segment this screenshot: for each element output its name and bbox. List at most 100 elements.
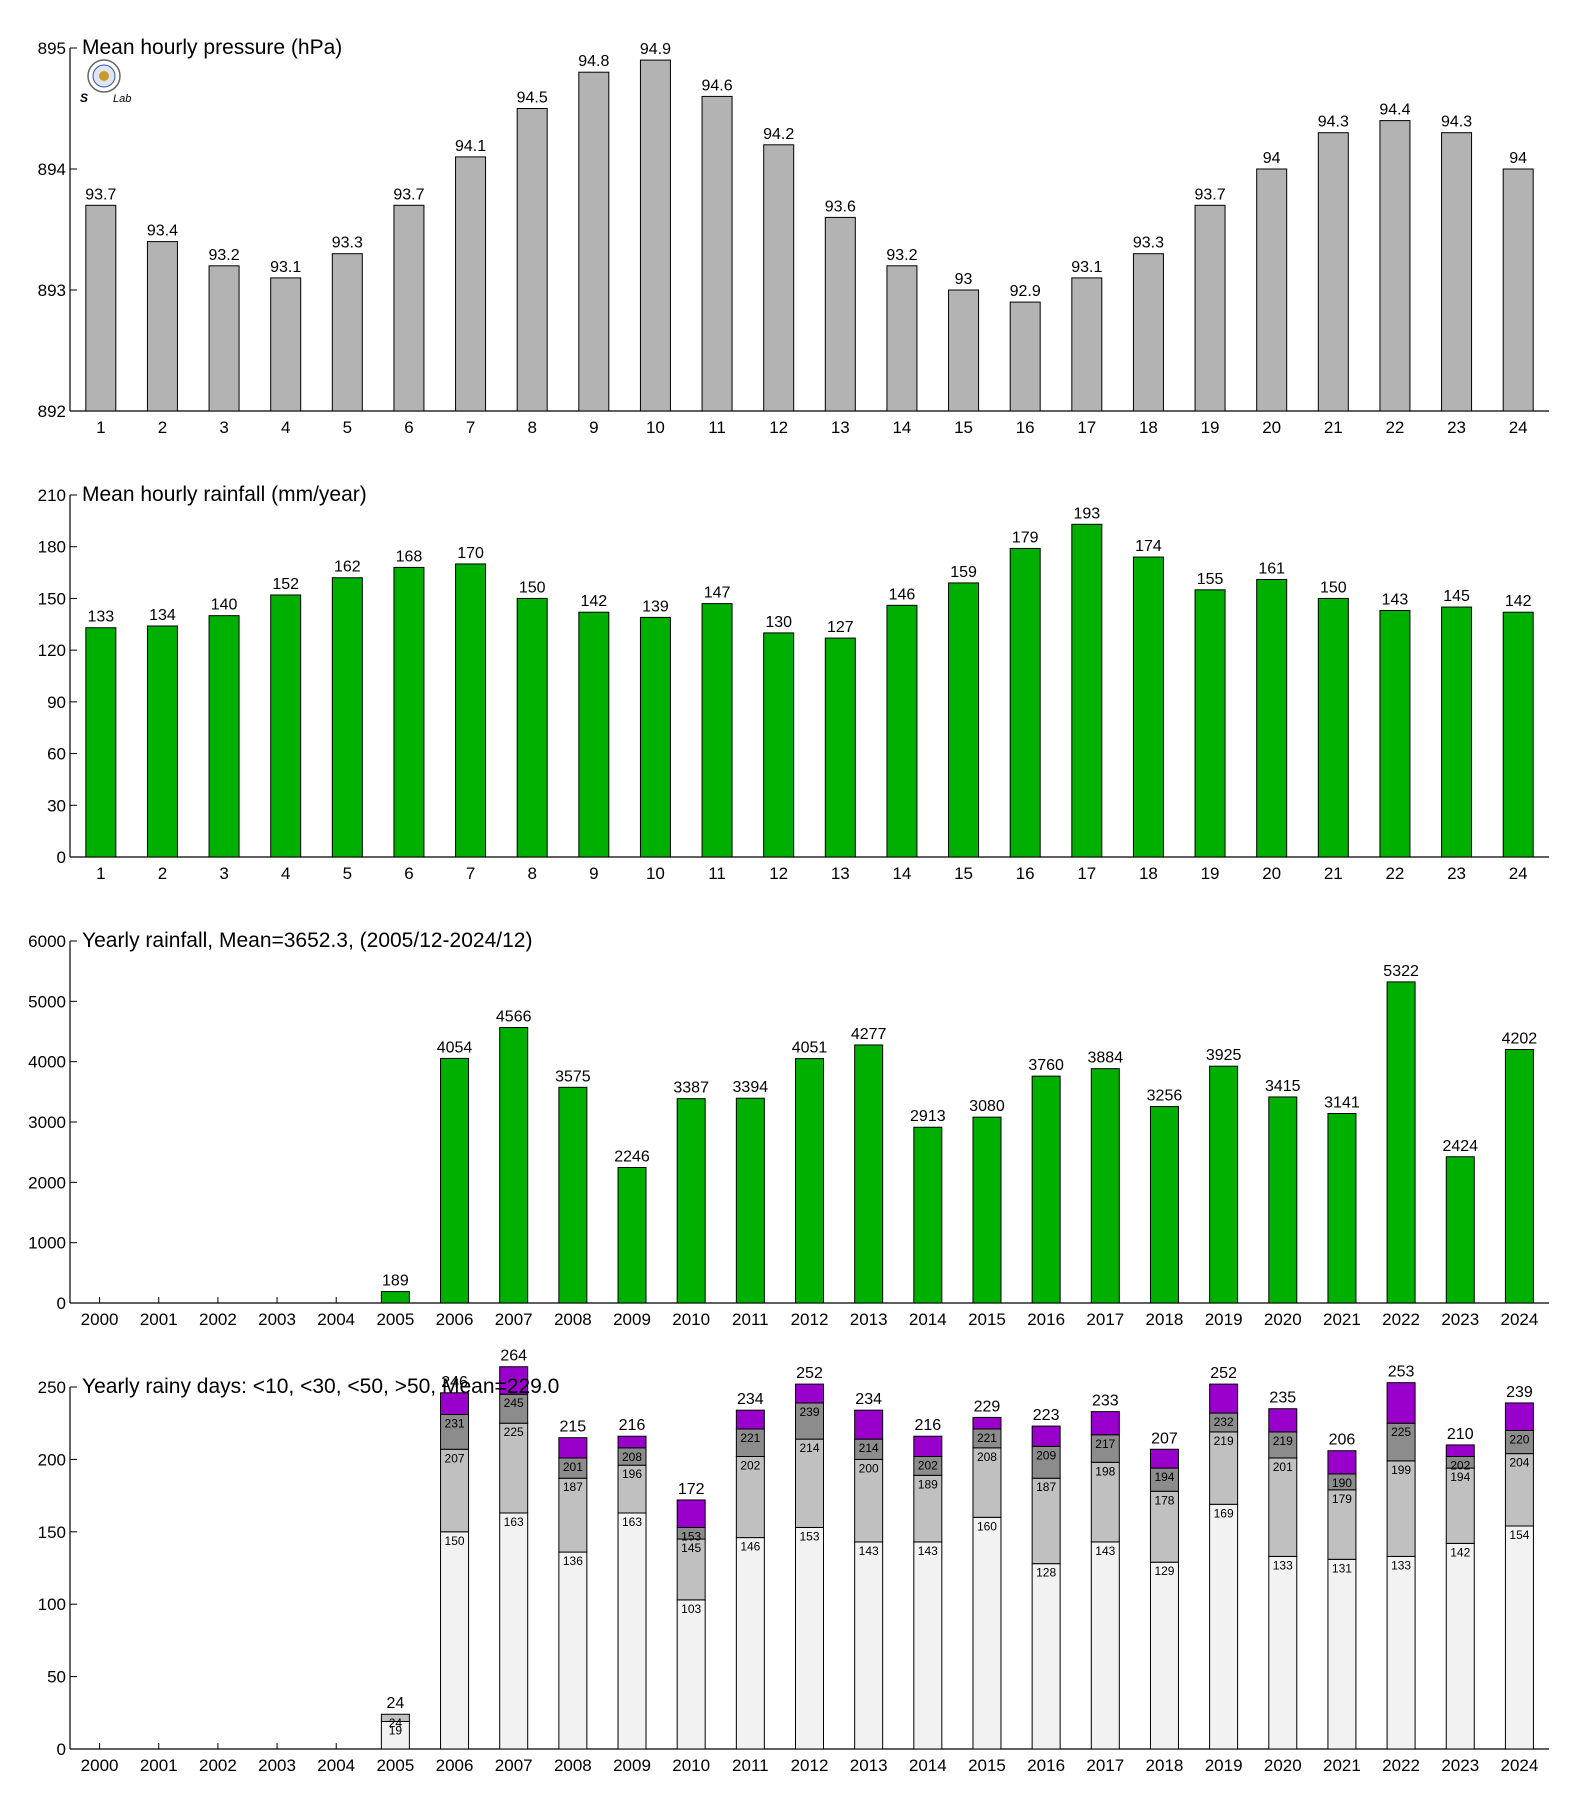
bar bbox=[440, 1057, 470, 1304]
bar-segment-lt10 bbox=[617, 1512, 647, 1750]
bar bbox=[578, 611, 610, 858]
x-tick-label: 2014 bbox=[909, 1756, 947, 1775]
segment-label-lt10: 154 bbox=[1509, 1528, 1529, 1542]
bar-segment-lt30 bbox=[795, 1438, 824, 1528]
segment-label-lt10: 133 bbox=[1273, 1558, 1293, 1572]
x-tick-label: 2017 bbox=[1086, 1756, 1124, 1775]
segment-label-lt50: 217 bbox=[1095, 1437, 1115, 1451]
data-label: 146 bbox=[889, 586, 916, 603]
bar bbox=[1441, 606, 1473, 858]
x-tick-label: 2018 bbox=[1146, 1310, 1184, 1329]
bar bbox=[1194, 589, 1226, 858]
bar bbox=[1317, 597, 1349, 858]
x-tick-label: 2008 bbox=[554, 1756, 592, 1775]
bar bbox=[1009, 301, 1041, 412]
y-tick-label: 150 bbox=[38, 1523, 66, 1542]
segment-label-lt10: 143 bbox=[1095, 1544, 1115, 1558]
bar bbox=[1209, 1065, 1239, 1304]
bar bbox=[886, 265, 918, 412]
x-tick-label: 10 bbox=[646, 418, 665, 437]
bar-segment-lt10 bbox=[1268, 1555, 1298, 1750]
data-label: 189 bbox=[382, 1273, 409, 1290]
x-tick-label: 15 bbox=[954, 418, 973, 437]
bar bbox=[1071, 523, 1103, 858]
bar bbox=[948, 582, 980, 858]
data-label: 170 bbox=[457, 545, 484, 562]
segment-label-lt10: 143 bbox=[918, 1544, 938, 1558]
x-tick-label: 20 bbox=[1262, 864, 1281, 883]
segment-label-lt30: 194 bbox=[1450, 1470, 1470, 1484]
segment-label-lt50: 24 bbox=[389, 1716, 403, 1730]
x-tick-label: 4 bbox=[281, 418, 290, 437]
segment-label-lt50: 219 bbox=[1273, 1434, 1293, 1448]
data-label: 234 bbox=[737, 1391, 764, 1408]
data-label: 174 bbox=[1135, 538, 1162, 555]
bar-segment-lt30 bbox=[1090, 1461, 1120, 1543]
x-tick-label: 21 bbox=[1324, 418, 1343, 437]
bar-segment-lt10 bbox=[1209, 1503, 1239, 1750]
bar bbox=[1256, 578, 1288, 858]
bar bbox=[331, 253, 363, 412]
bar-segment-total bbox=[1031, 1425, 1061, 1447]
data-label: 93.7 bbox=[85, 186, 116, 203]
x-tick-label: 3 bbox=[219, 864, 228, 883]
x-tick-label: 2002 bbox=[199, 1756, 237, 1775]
bar-segment-total bbox=[1504, 1402, 1534, 1431]
x-tick-label: 2012 bbox=[791, 1756, 829, 1775]
x-tick-label: 2010 bbox=[672, 1756, 710, 1775]
bar bbox=[735, 1097, 765, 1304]
bar bbox=[1031, 1075, 1061, 1304]
x-tick-label: 7 bbox=[466, 418, 475, 437]
y-tick-label: 892 bbox=[38, 402, 66, 421]
data-label: 4566 bbox=[496, 1009, 532, 1026]
segment-label-lt30: 225 bbox=[504, 1425, 524, 1439]
x-tick-label: 2019 bbox=[1205, 1756, 1243, 1775]
data-label: 4277 bbox=[851, 1026, 887, 1043]
x-tick-label: 2003 bbox=[258, 1310, 296, 1329]
data-label: 155 bbox=[1197, 571, 1224, 588]
bar bbox=[331, 577, 363, 858]
data-label: 215 bbox=[560, 1419, 587, 1436]
x-tick-label: 12 bbox=[769, 864, 788, 883]
x-tick-label: 3 bbox=[219, 418, 228, 437]
bar-segment-total bbox=[499, 1366, 529, 1395]
x-tick-label: 2020 bbox=[1264, 1310, 1302, 1329]
data-label: 2246 bbox=[614, 1148, 650, 1165]
bar-segment-lt30 bbox=[1031, 1477, 1061, 1565]
bar bbox=[455, 156, 487, 412]
x-tick-label: 5 bbox=[343, 864, 352, 883]
segment-label-lt10: 163 bbox=[504, 1515, 524, 1529]
segment-label-lt10: 103 bbox=[681, 1602, 701, 1616]
y-tick-label: 1000 bbox=[28, 1234, 66, 1253]
data-label: 94.3 bbox=[1318, 114, 1349, 131]
bar-segment-lt30 bbox=[735, 1456, 765, 1539]
x-tick-label: 11 bbox=[708, 864, 726, 883]
data-label: 234 bbox=[855, 1391, 882, 1408]
bar-segment-lt10 bbox=[1386, 1555, 1416, 1750]
x-tick-label: 2021 bbox=[1323, 1310, 1361, 1329]
y-tick-label: 893 bbox=[38, 281, 66, 300]
chart-panel-3: 0 1000 2000 3000 4000 5000 6000 2000 2001 2002 200… bbox=[28, 929, 1549, 1329]
x-tick-label: 2000 bbox=[81, 1310, 119, 1329]
y-tick-label: 0 bbox=[57, 1294, 66, 1313]
data-label: 94.1 bbox=[455, 138, 486, 155]
bar bbox=[208, 615, 240, 858]
x-tick-label: 2004 bbox=[317, 1310, 355, 1329]
segment-label-lt30: 208 bbox=[977, 1450, 997, 1464]
segment-label-lt30: 207 bbox=[445, 1451, 465, 1465]
data-label: 246 bbox=[441, 1374, 468, 1391]
segment-label-lt50: 245 bbox=[504, 1396, 524, 1410]
x-tick-label: 2023 bbox=[1441, 1756, 1479, 1775]
segment-label-lt10: 133 bbox=[1391, 1558, 1411, 1572]
bar-segment-total bbox=[617, 1435, 647, 1449]
data-label: 93.2 bbox=[886, 247, 917, 264]
segment-label-lt10: 169 bbox=[1214, 1506, 1234, 1520]
data-label: 94.5 bbox=[517, 90, 548, 107]
bar bbox=[1009, 547, 1041, 858]
data-label: 3760 bbox=[1028, 1057, 1064, 1074]
x-tick-label: 2004 bbox=[317, 1756, 355, 1775]
y-tick-label: 210 bbox=[38, 486, 66, 505]
bar bbox=[1502, 611, 1534, 858]
data-label: 4054 bbox=[437, 1039, 473, 1056]
y-tick-label: 250 bbox=[38, 1378, 66, 1397]
